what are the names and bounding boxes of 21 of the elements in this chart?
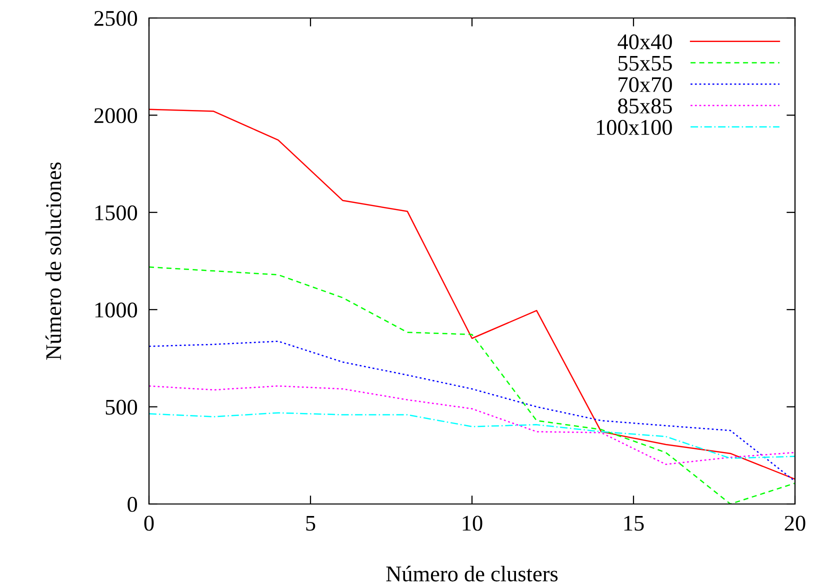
- x-tick-label: 5: [306, 516, 316, 531]
- y-tick-label: 1000: [95, 302, 138, 318]
- y-tick-label: 2500: [94, 10, 138, 26]
- y-tick-label: 2000: [94, 108, 138, 124]
- x-tick-label: 0: [144, 516, 154, 531]
- line-series: [149, 340, 795, 482]
- line-series: [149, 385, 795, 465]
- y-axis-title: Número de soluciones: [45, 162, 62, 360]
- legend-label: 100x100: [596, 120, 672, 135]
- x-tick-label: 20: [784, 516, 806, 531]
- legend-label: 85x85: [618, 98, 672, 114]
- y-tick-label: 1500: [95, 205, 138, 220]
- legend-label: 55x55: [618, 56, 672, 71]
- y-tick-label: 0: [128, 496, 138, 512]
- x-tick-label: 10: [462, 516, 482, 531]
- x-axis-title: Número de clusters: [386, 566, 558, 582]
- y-tick-label: 500: [106, 400, 138, 415]
- legend-label: 70x70: [618, 77, 672, 92]
- x-tick-label: 15: [624, 516, 644, 531]
- legend-label: 40x40: [618, 34, 672, 50]
- line-series: [149, 412, 795, 459]
